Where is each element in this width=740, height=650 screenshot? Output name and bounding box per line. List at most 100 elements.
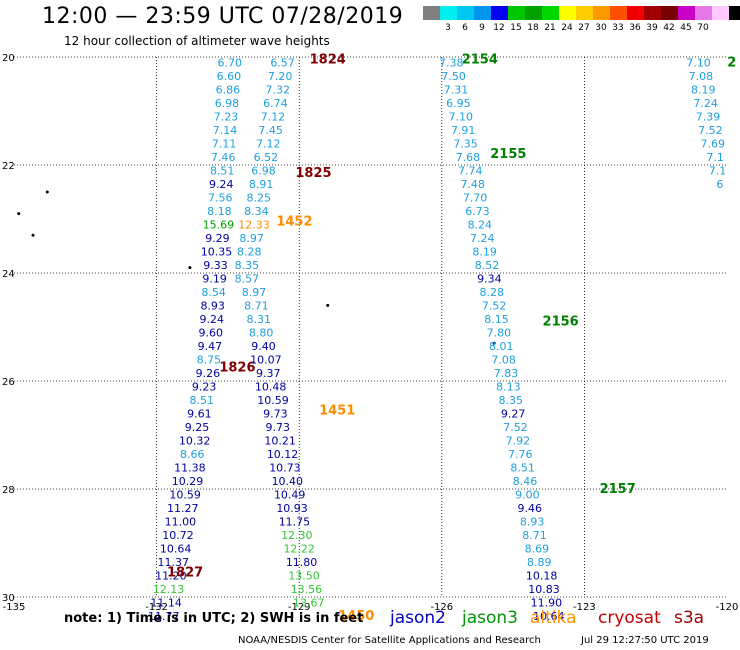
colorbar-swatch [661, 6, 678, 20]
swh-value: 7.35 [453, 137, 478, 150]
swh-value: 9.25 [185, 421, 210, 434]
swh-value: 8.46 [513, 475, 538, 488]
colorbar-label: 33 [612, 23, 624, 33]
swh-value: 7.12 [256, 137, 281, 150]
swh-value: 7.91 [451, 124, 476, 137]
island-marker [492, 341, 496, 345]
lat-tick-label: 20 [2, 53, 15, 64]
colorbar-swatch [644, 6, 661, 20]
swh-value: 9.47 [198, 340, 223, 353]
swh-value: 10.73 [269, 461, 301, 474]
swh-value: 8.89 [527, 556, 552, 569]
lon-tick-label: -120 [716, 602, 739, 613]
colorbar-swatch [712, 6, 729, 20]
swh-value: 12.13 [153, 583, 185, 596]
lat-tick-label: 22 [2, 161, 15, 172]
swh-value: 11.90 [531, 596, 563, 609]
swh-value: 7.10 [686, 56, 711, 69]
colorbar-swatch [474, 6, 491, 20]
swh-value: 8.71 [522, 529, 547, 542]
swh-value: 8.51 [210, 164, 235, 177]
pass-time-label: 2 [727, 55, 736, 70]
swh-value: 6.52 [254, 151, 279, 164]
island-marker [31, 233, 35, 237]
colorbar-swatch [695, 6, 712, 20]
swh-value: 7.32 [266, 83, 291, 96]
swh-value: 8.19 [472, 245, 497, 258]
swh-value: 13.67 [293, 596, 325, 609]
swh-value: 8.51 [510, 461, 535, 474]
legend-jason3: jason3 [462, 608, 518, 628]
colorbar-swatch [440, 6, 457, 20]
swh-value: 11.37 [157, 556, 189, 569]
swh-value: 8.91 [249, 178, 274, 191]
colorbar-label: 27 [578, 23, 590, 33]
swh-value: 9.24 [209, 178, 234, 191]
swh-value: 12.22 [283, 542, 315, 555]
swh-value: 9.23 [192, 380, 217, 393]
lat-tick-label: 28 [2, 485, 15, 496]
swh-value: 9.34 [477, 272, 502, 285]
swh-value: 6.98 [215, 97, 240, 110]
colorbar-label: 12 [493, 23, 505, 33]
swh-value: 7.08 [689, 70, 714, 83]
swh-value: 6 [716, 178, 723, 191]
swh-value: 10.07 [250, 353, 282, 366]
swh-value: 7.1 [709, 164, 727, 177]
swh-value: 7.1 [706, 151, 724, 164]
swh-value: 8.69 [525, 542, 550, 555]
swh-value: 7.56 [208, 191, 233, 204]
island-marker [326, 303, 330, 307]
legend-cryosat: cryosat [598, 608, 661, 628]
swh-value: 9.00 [515, 488, 540, 501]
swh-value: 7.52 [503, 421, 528, 434]
swh-value: 9.29 [205, 232, 230, 245]
swh-value: 6.98 [251, 164, 276, 177]
lon-tick-label: -126 [430, 602, 453, 613]
swh-value: 9.73 [263, 407, 288, 420]
swh-value: 10.12 [267, 448, 299, 461]
swh-value: 8.97 [239, 232, 264, 245]
swh-value: 7.48 [460, 178, 485, 191]
swh-value: 7.80 [487, 326, 512, 339]
swh-value: 8.93 [200, 299, 225, 312]
colorbar-swatch [542, 6, 559, 20]
island-marker [45, 190, 49, 194]
legend-altika: altika [530, 608, 577, 628]
lon-tick-label: -135 [3, 602, 26, 613]
swh-value: 9.61 [187, 407, 212, 420]
swh-value: 7.76 [508, 448, 533, 461]
footer-note: note: 1) Time is in UTC; 2) SWH is in fe… [64, 611, 364, 626]
lon-tick-label: -132 [145, 602, 168, 613]
pass-time-label: 2157 [600, 482, 636, 497]
swh-value: 8.24 [468, 218, 493, 231]
colorbar-label: 45 [680, 23, 692, 33]
swh-value: 10.93 [276, 502, 308, 515]
swh-value: 10.35 [201, 245, 233, 258]
swh-value: 7.08 [491, 353, 516, 366]
swh-value: 7.11 [212, 137, 237, 150]
swh-value: 8.31 [247, 313, 272, 326]
swh-value: 6.73 [465, 205, 490, 218]
swh-value: 11.27 [167, 502, 199, 515]
colorbar-swatch [627, 6, 644, 20]
swh-value: 10.72 [162, 529, 194, 542]
swh-value: 8.52 [475, 259, 500, 272]
pass-time-label: 1825 [295, 166, 331, 181]
swh-value: 6.74 [263, 97, 288, 110]
colorbar-label: 3 [445, 23, 451, 33]
swh-value: 6.57 [270, 56, 295, 69]
swh-value: 7.69 [700, 137, 725, 150]
swh-value: 10.40 [272, 475, 304, 488]
swh-value: 7.12 [261, 110, 286, 123]
colorbar-swatch [610, 6, 627, 20]
swh-value: 9.33 [203, 259, 228, 272]
swh-value: 8.97 [242, 286, 267, 299]
colorbar-label: 24 [561, 23, 573, 33]
swh-value: 8.35 [235, 259, 260, 272]
swh-value: 9.27 [501, 407, 526, 420]
swh-value: 11.20 [155, 569, 187, 582]
lat-tick-label: 24 [2, 269, 15, 280]
swh-value: 11.38 [174, 461, 206, 474]
swh-value: 7.24 [470, 232, 495, 245]
